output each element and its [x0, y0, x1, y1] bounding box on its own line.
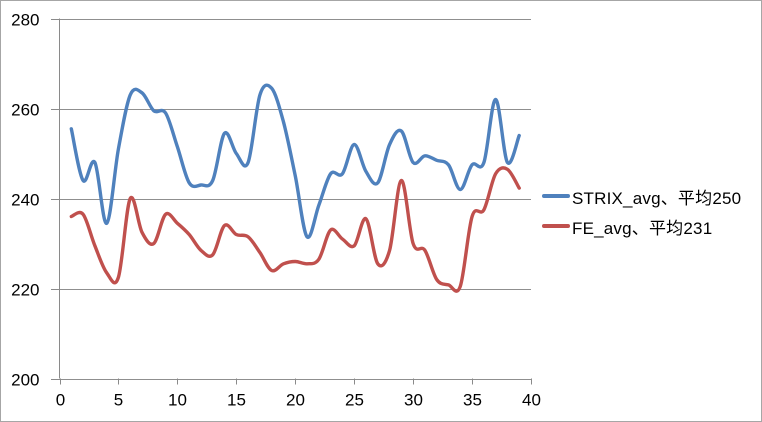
y-axis-tick-label: 200	[11, 371, 39, 390]
legend-label-strix-avg: STRIX_avg、平均250	[572, 188, 742, 208]
y-axis-tick-label: 280	[11, 11, 39, 30]
legend-line-swatch-blue	[542, 194, 570, 198]
legend-line-swatch-red	[542, 224, 570, 228]
series-line-fe_avg[interactable]	[69, 166, 521, 293]
legend-label-fe-avg: FE_avg、平均231	[572, 218, 713, 238]
x-axis-tick-label: 0	[56, 391, 65, 410]
x-axis-tick-label: 20	[286, 391, 305, 410]
y-axis-tick-label: 240	[11, 191, 39, 210]
x-axis-tick-label: 30	[404, 391, 423, 410]
x-axis-tick-label: 10	[168, 391, 187, 410]
y-axis-tick-label: 220	[11, 281, 39, 300]
series-line-strix_avg[interactable]	[69, 83, 521, 239]
chart-legend: STRIX_avg、平均250 FE_avg、平均231	[542, 184, 741, 238]
x-axis-tick-label: 25	[345, 391, 364, 410]
legend-item-fe-avg[interactable]: FE_avg、平均231	[542, 214, 741, 238]
x-axis-tick-label: 5	[114, 391, 123, 410]
x-axis-tick-label: 15	[227, 391, 246, 410]
y-axis-tick-label: 260	[11, 101, 39, 120]
x-axis-tick-label: 35	[463, 391, 482, 410]
legend-item-strix-avg[interactable]: STRIX_avg、平均250	[542, 184, 741, 208]
x-axis-tick-label: 40	[522, 391, 541, 410]
